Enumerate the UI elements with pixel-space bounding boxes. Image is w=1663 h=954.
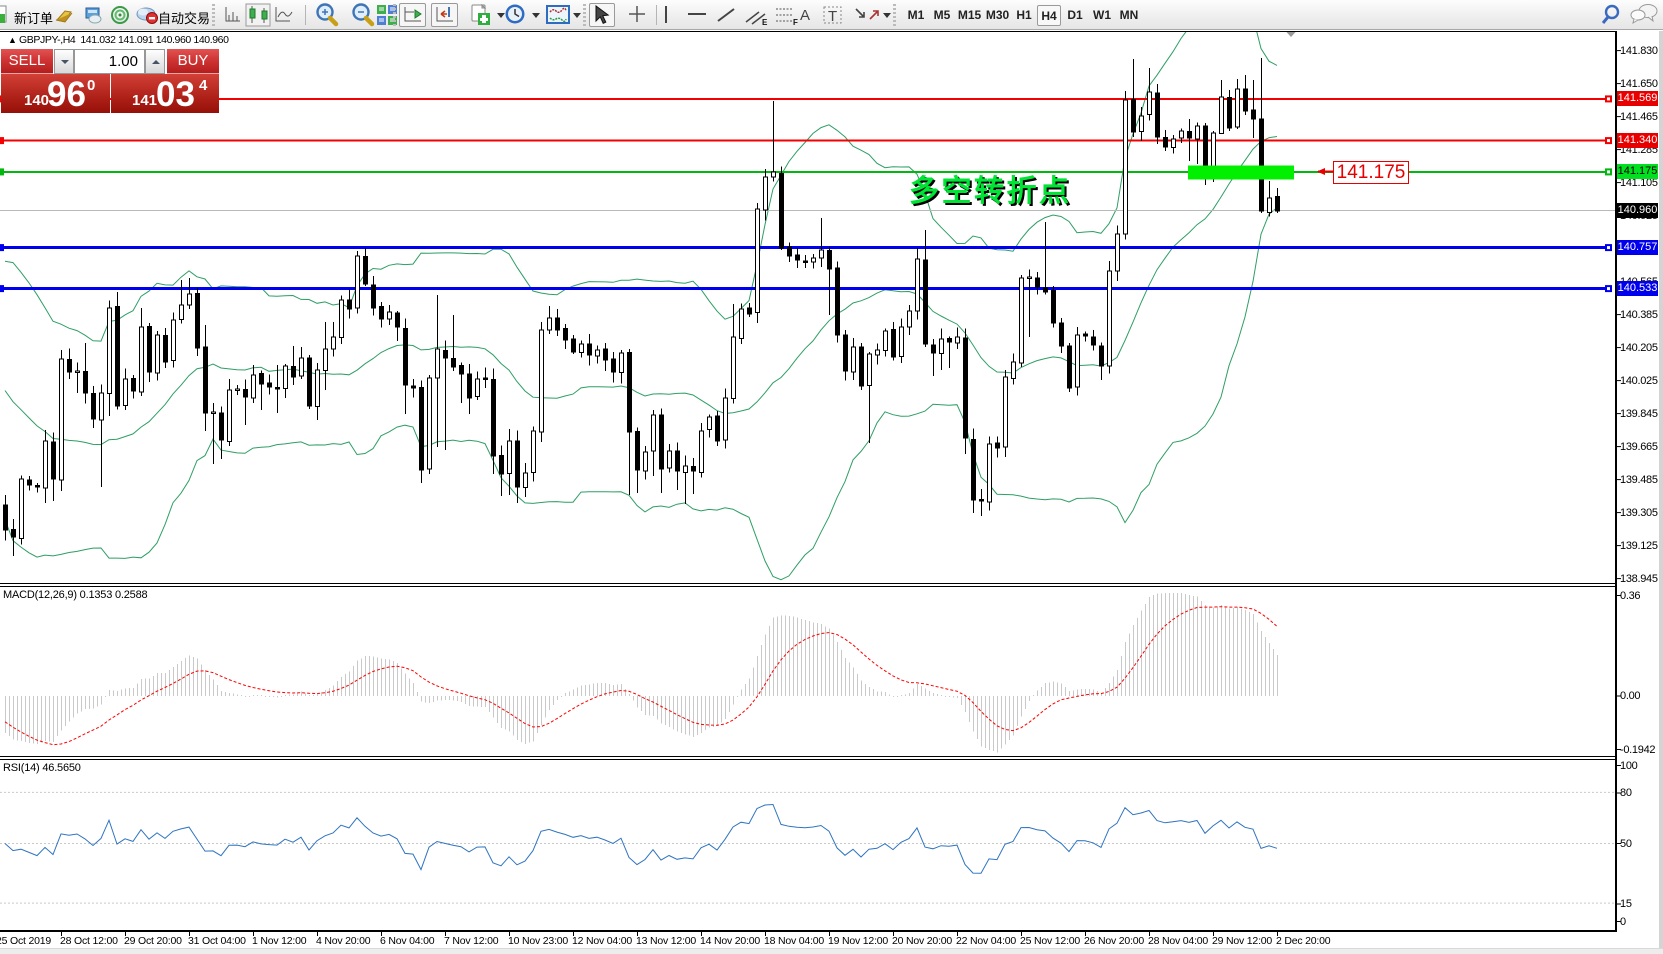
svg-text:E: E (762, 18, 768, 27)
svg-text:T: T (828, 8, 837, 25)
svg-text:A: A (800, 7, 810, 24)
svg-text:F: F (793, 18, 798, 27)
